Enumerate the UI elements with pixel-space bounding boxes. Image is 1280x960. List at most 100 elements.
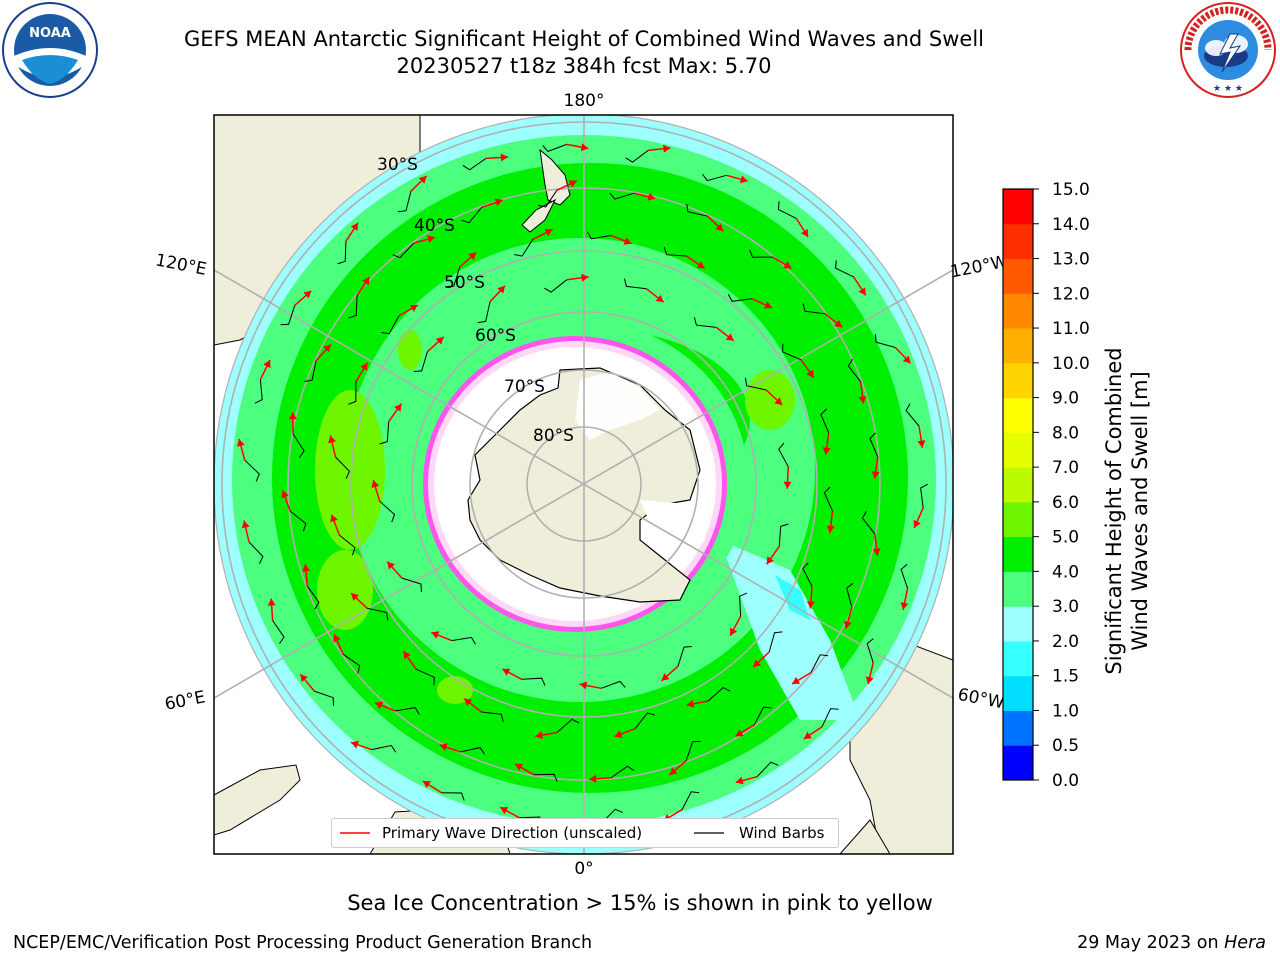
wave-direction-arrowhead <box>350 222 358 231</box>
wave-direction-arrowhead <box>303 290 312 299</box>
wave-direction-arrowhead <box>917 440 926 448</box>
wave-direction-arrowhead <box>544 229 553 237</box>
wind-barb <box>289 510 307 532</box>
wind-barb <box>254 379 263 404</box>
colorbar-tick-label: 5.0 <box>1052 528 1079 548</box>
wave-direction-arrowhead <box>418 175 427 184</box>
colorbar-tick-label: 3.0 <box>1052 597 1079 617</box>
lon-label-60e: 60°E <box>163 687 207 714</box>
wave-direction-arrowhead <box>803 731 812 739</box>
colorbar-segment <box>1003 258 1033 294</box>
wave-direction-arrowhead <box>323 344 331 353</box>
wind-barb <box>451 636 476 645</box>
colorbar-segment <box>1003 710 1033 746</box>
wind-barb <box>905 403 920 427</box>
wave-direction-arrowhead <box>774 397 783 405</box>
wind-barb <box>920 483 928 508</box>
wave-direction-arrowhead <box>435 336 444 345</box>
wind-barb <box>445 266 461 288</box>
legend-primary-wave: Primary Wave Direction (unscaled) <box>382 824 643 842</box>
wave-direction-arrowhead <box>739 175 748 184</box>
wave-direction-arrowhead <box>431 631 440 639</box>
wave-direction-arrowhead <box>661 673 670 681</box>
wave-direction-arrowhead <box>302 564 310 572</box>
wind-barb <box>514 239 534 257</box>
colorbar-label: Significant Height of Combined Wind Wave… <box>1101 311 1153 711</box>
colorbar-segment <box>1003 467 1033 503</box>
chart-subtitle: 20230527 t18z 384h fcst Max: 5.70 <box>396 54 772 78</box>
wind-barb <box>401 577 422 593</box>
wind-barb <box>379 421 390 445</box>
lon-label-60w: 60°W <box>956 685 1006 714</box>
wind-barb <box>379 500 396 523</box>
wind-barb <box>477 301 491 324</box>
lon-label-0: 0° <box>574 859 593 879</box>
wave-direction-arrowhead <box>535 731 543 740</box>
wind-barb <box>392 242 415 259</box>
footer-credit: NCEP/EMC/Verification Post Processing Pr… <box>13 933 593 953</box>
wave-direction-arrowhead <box>300 674 308 683</box>
wind-barb <box>821 708 839 727</box>
wave-direction-arrowhead <box>669 767 678 775</box>
wave-direction-arrowhead <box>715 223 724 232</box>
wave-direction-arrowhead <box>350 740 359 749</box>
wind-barb <box>739 592 748 617</box>
wind-barb <box>534 773 558 782</box>
colorbar-segment <box>1003 675 1033 711</box>
colorbar-segment <box>1003 745 1033 781</box>
map-legend: Primary Wave Direction (unscaled) Wind B… <box>331 818 839 848</box>
graticule <box>214 115 953 854</box>
wind-barb <box>462 157 487 171</box>
colorbar-tick-label: 12.0 <box>1052 284 1090 304</box>
wind-barb <box>342 653 361 674</box>
colorbar-tick-label: 7.0 <box>1052 458 1079 478</box>
wave-direction-arrowhead <box>263 359 271 368</box>
wind-barb <box>707 686 731 702</box>
wind-barb <box>244 459 260 482</box>
wind-barb <box>727 294 753 302</box>
colorbar-segment <box>1003 293 1033 329</box>
wave-direction-arrowhead <box>871 471 880 479</box>
wind-barb <box>869 432 879 458</box>
primary-wave-swatch <box>340 832 370 834</box>
wave-direction-arrowhead <box>589 774 597 783</box>
sea-ice-note: Sea Ice Concentration > 15% is shown in … <box>347 891 933 915</box>
wave-direction-arrowhead <box>581 273 589 282</box>
wave-direction-arrowhead <box>735 776 744 785</box>
wind-barb <box>685 740 701 761</box>
wind-barb <box>782 343 802 361</box>
colorbar-tick-label: 8.0 <box>1052 423 1079 443</box>
chart-title: GEFS MEAN Antarctic Significant Height o… <box>183 27 985 51</box>
wind-barb <box>846 582 854 608</box>
wind-barb <box>874 334 896 348</box>
colorbar-tick-label: 1.5 <box>1052 667 1079 687</box>
wave-direction-arrowhead <box>497 285 505 294</box>
colorbar-segment <box>1003 640 1033 677</box>
wave-direction-arrowhead <box>360 362 368 371</box>
wave-direction-arrowhead <box>351 593 359 601</box>
wind-barb <box>460 747 486 755</box>
land-madagascar <box>214 764 301 836</box>
wind-barb <box>900 563 909 589</box>
wind-barb <box>537 189 558 208</box>
lat-label-30: 30°S <box>377 155 418 175</box>
wave-direction-arrowhead <box>500 807 509 815</box>
wind-barb <box>625 149 649 163</box>
wave-direction-arrowhead <box>333 634 341 643</box>
wind-barb <box>306 585 320 610</box>
footer-date-text: 29 May 2023 on <box>1077 933 1219 953</box>
colorbar-segment <box>1003 328 1033 364</box>
wave-direction-arrowhead <box>439 743 448 751</box>
wind-barb <box>521 677 546 686</box>
colorbar: 0.0 0.5 1.0 1.5 2.0 3.0 4.0 5.0 6.0 7.0 8.0 9.0 10.0… <box>1002 180 1090 791</box>
lat-label-40: 40°S <box>414 216 455 236</box>
wave-direction-arrowhead <box>241 520 250 529</box>
lat-label-80: 80°S <box>533 426 574 446</box>
wave-direction-arrowhead <box>288 412 297 420</box>
wave-direction-arrowhead <box>844 620 852 629</box>
wind-barb <box>413 351 428 372</box>
wind-barb <box>778 523 789 547</box>
wind-barb <box>677 646 693 667</box>
legend-wind-barbs: Wind Barbs <box>739 824 825 842</box>
wind-barb <box>272 620 285 644</box>
